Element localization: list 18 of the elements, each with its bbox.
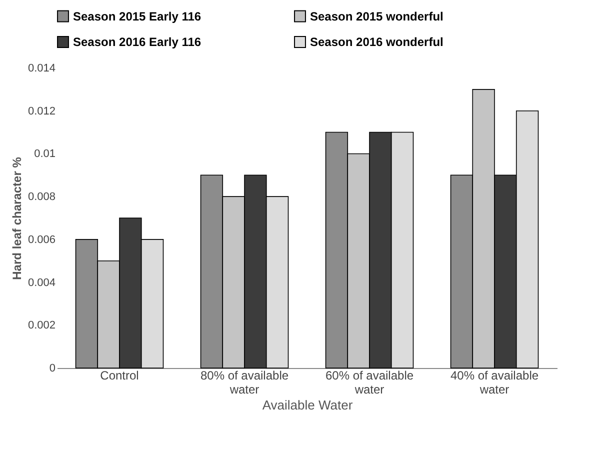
x-tick-label: Control <box>100 368 139 382</box>
y-tick-label: 0.01 <box>34 148 56 160</box>
y-tick-label: 0.014 <box>28 62 56 74</box>
y-tick-label: 0.002 <box>28 320 56 332</box>
y-tick-label: 0.012 <box>28 105 56 118</box>
y-tick-label: 0.008 <box>28 191 56 204</box>
y-tick-label: 0.006 <box>28 234 56 246</box>
x-tick-label: 60% of available water <box>325 368 414 396</box>
x-tick-label: 80% of available water <box>200 368 289 396</box>
x-axis-title: Available Water <box>262 398 354 412</box>
y-tick-label: 0 <box>49 362 56 374</box>
legend-label: Season 2015 Early 116 <box>73 9 202 24</box>
y-tick-label: 0.004 <box>28 276 56 289</box>
legend-label: Season 2016 wonderful <box>310 35 444 49</box>
legend-label: Season 2016 Early 116 <box>73 35 202 49</box>
y-axis-title: Hard leaf character % <box>10 156 24 280</box>
x-tick-label: 40% of available water <box>450 368 539 396</box>
legend-label: Season 2015 wonderful <box>310 9 444 24</box>
